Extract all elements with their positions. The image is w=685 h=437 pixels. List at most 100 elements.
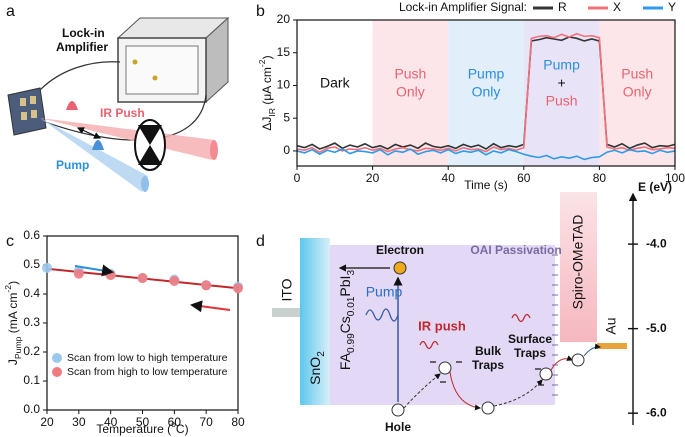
- ir-push-label: IR push: [418, 318, 466, 333]
- region-label: Only: [396, 84, 425, 100]
- energy-tick-label: -4.0: [646, 236, 667, 250]
- htl-label: Spiro-OMeTAD: [570, 215, 586, 310]
- series-line: [296, 32, 676, 154]
- trend-arrow: [190, 300, 231, 313]
- instrument-label: Lock-in: [62, 26, 105, 40]
- region-label: Dark: [320, 75, 351, 91]
- label-part: Cs: [337, 316, 353, 333]
- panel-label: c: [6, 233, 14, 250]
- y-tick-label: 0.1: [23, 373, 40, 387]
- legend-label: Scan from low to high temperature: [67, 352, 228, 364]
- legend-label: R: [558, 0, 567, 14]
- data-point: [42, 262, 52, 273]
- x-tick-label: 30: [72, 415, 86, 429]
- label-part: ΔJ: [260, 117, 274, 131]
- region-label: Pump: [543, 57, 580, 73]
- label-part: IR: [267, 108, 277, 117]
- y-axis-label: JPump (mA cm-2): [3, 281, 23, 365]
- legend-label: Y: [668, 0, 676, 14]
- label-part: J: [6, 359, 20, 365]
- legend-marker: [52, 367, 62, 377]
- region: [599, 20, 675, 166]
- panel-label: d: [256, 233, 265, 250]
- x-tick-label: 80: [593, 171, 607, 185]
- y-axis-label: ΔJIR (μA cm-2): [257, 55, 277, 130]
- device-diagram: [272, 192, 627, 417]
- x-tick-label: 80: [231, 415, 245, 429]
- y-tick-label: 5: [283, 110, 290, 124]
- label-part: ): [6, 281, 20, 285]
- panel-label: b: [256, 3, 265, 20]
- data-point: [201, 280, 212, 291]
- region-label: Only: [472, 84, 501, 100]
- label-part: SnO: [307, 357, 323, 385]
- x-tick-label: 40: [442, 171, 456, 185]
- series-line: [296, 148, 676, 161]
- bulk-traps-label: Bulk: [475, 344, 501, 358]
- region-label: Pump: [468, 66, 505, 82]
- x-tick-label: 20: [40, 415, 54, 429]
- legend-marker: [52, 353, 62, 363]
- legend-label: X: [613, 0, 621, 14]
- data-point: [233, 283, 243, 294]
- label-part: (μA cm: [260, 67, 274, 108]
- label-part: ): [260, 55, 274, 59]
- y-tick-label: 10: [277, 78, 291, 92]
- x-tick-label: 0: [294, 171, 301, 185]
- label-part: Temperature (: [96, 422, 171, 436]
- bulk-traps-label: Traps: [472, 358, 504, 372]
- label-part: C): [176, 422, 189, 436]
- schematic: [7, 16, 230, 192]
- electrode-label: Au: [603, 317, 619, 334]
- hole-label: Hole: [385, 420, 411, 434]
- pump-label: Pump: [366, 284, 403, 300]
- x-tick-label: 20: [366, 171, 380, 185]
- region-label: +: [558, 75, 566, 91]
- x-tick-label: 50: [136, 415, 150, 429]
- label-part: 0.99: [346, 333, 357, 353]
- series-line: [296, 36, 676, 150]
- panel-label: a: [6, 3, 15, 20]
- x-tick-label: 40: [104, 415, 118, 429]
- data-point: [73, 268, 84, 279]
- y-tick-label: 0.5: [23, 257, 40, 271]
- label-part: Pump: [13, 336, 23, 359]
- x-tick-label: 100: [665, 171, 685, 185]
- y-tick-label: 0.3: [23, 315, 40, 329]
- etl-label: SnO2: [307, 351, 327, 385]
- y-tick-label: 15: [277, 45, 291, 59]
- surface-traps-label: Traps: [514, 346, 546, 360]
- x-tick-label: 70: [199, 415, 213, 429]
- region-label: Push: [546, 93, 578, 109]
- region: [372, 20, 449, 166]
- region-label: Only: [623, 84, 652, 100]
- pump-label: Pump: [56, 158, 89, 172]
- ir-label: IR Push: [100, 106, 145, 120]
- absorber-label: FA0.99Cs0.01PbI3: [337, 270, 357, 371]
- label-part: 3: [346, 270, 357, 276]
- trend-arrow: [74, 264, 114, 277]
- y-tick-label: 20: [277, 12, 291, 26]
- region: [523, 20, 600, 166]
- energy-axis-label: E (eV): [638, 180, 672, 194]
- data-point: [169, 275, 180, 286]
- y-tick-label: 0.4: [23, 286, 40, 300]
- y-tick-label: 0.2: [23, 344, 40, 358]
- label-part: 2: [316, 351, 327, 357]
- surface-traps-label: Surface: [508, 332, 552, 346]
- energy-tick-label: -5.0: [646, 321, 667, 335]
- passivation-label: OAI Passivation: [470, 243, 561, 257]
- x-axis-label: Time (s): [464, 178, 508, 192]
- y-tick-label: 0.6: [23, 228, 40, 242]
- electron-label: Electron: [376, 243, 424, 257]
- instrument-label: Amplifier: [56, 40, 108, 54]
- x-tick-label: 60: [168, 415, 182, 429]
- x-axis-label: Temperature (oC): [96, 419, 188, 436]
- region: [297, 20, 373, 166]
- plot-frame: [296, 19, 676, 167]
- label-part: 0.01: [346, 296, 357, 316]
- legend-title: Lock-in Amplifier Signal:: [399, 0, 527, 14]
- y-tick-label: 0.0: [23, 402, 40, 416]
- y-tick-label: 0: [283, 143, 290, 157]
